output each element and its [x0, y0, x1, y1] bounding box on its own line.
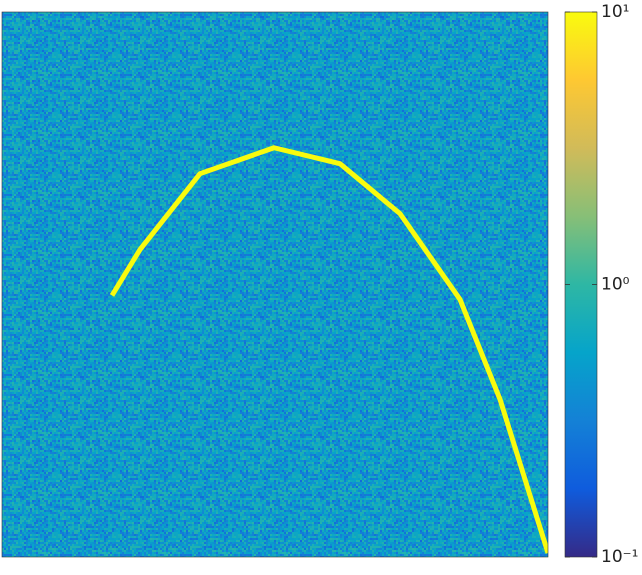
colorbar-tick-label: 10⁰: [601, 275, 630, 295]
heatmap-field: [2, 12, 548, 557]
plot-frame: [1, 11, 549, 558]
curve: [109, 145, 548, 554]
colorbar-tick-label: 10¹: [601, 2, 629, 22]
colorbar-tick-label: 10⁻¹: [601, 547, 638, 567]
